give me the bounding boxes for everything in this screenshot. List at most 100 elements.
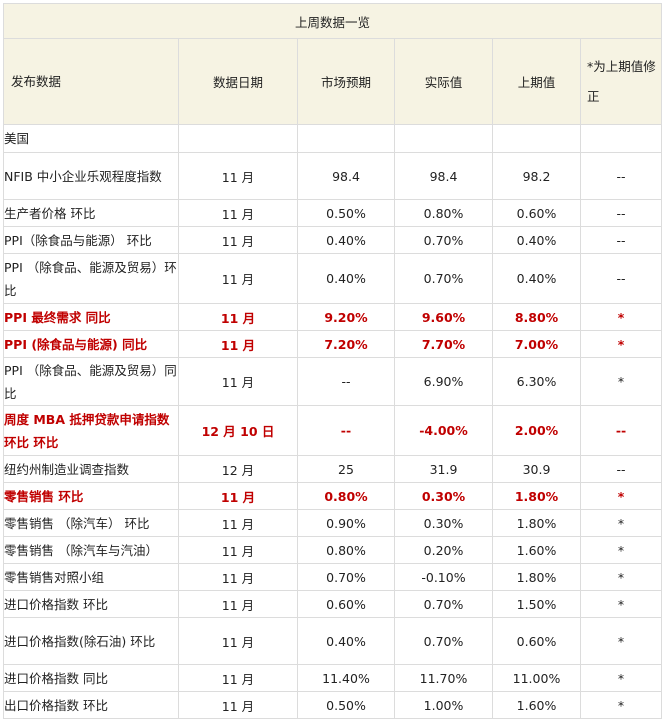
- row-revised: --: [579, 253, 663, 304]
- table-row: PPI （除食品、能源及贸易）环比 11 月 0.40% 0.70% 0.40% --: [3, 253, 663, 304]
- row-actual: 0.70%: [394, 253, 493, 304]
- table-row: 生产者价格 环比 11 月 0.50% 0.80% 0.60% --: [3, 199, 663, 227]
- table-row: PPI (除食品与能源) 同比 11 月 7.20% 7.70% 7.00% *: [3, 330, 663, 358]
- table-row: PPI（除食品与能源） 环比 11 月 0.40% 0.70% 0.40% --: [3, 226, 663, 254]
- header-actual: 实际值: [394, 38, 493, 125]
- row-forecast: 0.50%: [297, 199, 395, 227]
- row-forecast: 0.70%: [297, 563, 395, 591]
- row-date: 11 月: [178, 152, 298, 200]
- row-forecast: 0.40%: [297, 617, 395, 665]
- row-previous: 1.80%: [492, 563, 581, 591]
- row-date: 11 月: [178, 590, 298, 618]
- row-date: 11 月: [178, 253, 298, 304]
- row-date: 11 月: [178, 226, 298, 254]
- row-forecast: --: [297, 357, 395, 406]
- row-name: 零售销售 （除汽车） 环比: [3, 509, 179, 537]
- row-actual: 0.70%: [394, 590, 493, 618]
- row-date: 12 月 10 日: [178, 405, 298, 456]
- row-previous: 1.80%: [492, 482, 581, 510]
- row-forecast: 0.40%: [297, 253, 395, 304]
- row-forecast: 0.40%: [297, 226, 395, 254]
- row-revised: --: [579, 226, 663, 254]
- row-revised: --: [579, 405, 663, 456]
- row-date: 11 月: [178, 303, 298, 331]
- row-date: 11 月: [178, 563, 298, 591]
- region-row: 美国: [3, 124, 663, 153]
- row-actual: -4.00%: [394, 405, 493, 456]
- table-title: 上周数据一览: [2, 3, 663, 39]
- row-actual: 0.20%: [394, 536, 493, 564]
- row-actual: 0.30%: [394, 482, 493, 510]
- row-revised: *: [579, 563, 663, 591]
- row-actual: 31.9: [394, 455, 493, 483]
- row-forecast: 98.4: [297, 152, 395, 200]
- table-row: PPI （除食品、能源及贸易）同比 11 月 -- 6.90% 6.30% *: [3, 357, 663, 406]
- row-revised: *: [579, 590, 663, 618]
- table-row: 出口价格指数 环比 11 月 0.50% 1.00% 1.60% *: [3, 691, 663, 719]
- row-actual: 6.90%: [394, 357, 493, 406]
- row-previous: 0.60%: [492, 617, 581, 665]
- row-revised: *: [579, 482, 663, 510]
- row-name: PPI（除食品与能源） 环比: [3, 226, 179, 254]
- row-revised: *: [579, 536, 663, 564]
- header-previous: 上期值: [492, 38, 581, 125]
- table-row: 进口价格指数 环比 11 月 0.60% 0.70% 1.50% *: [3, 590, 663, 618]
- table-row: 零售销售 （除汽车） 环比 11 月 0.90% 0.30% 1.80% *: [3, 509, 663, 537]
- table-row: NFIB 中小企业乐观程度指数 11 月 98.4 98.4 98.2 --: [3, 152, 663, 200]
- row-forecast: 0.80%: [297, 482, 395, 510]
- table-row: 进口价格指数 同比 11 月 11.40% 11.70% 11.00% *: [3, 664, 663, 692]
- row-name: 生产者价格 环比: [3, 199, 179, 227]
- table-row: 零售销售对照小组 11 月 0.70% -0.10% 1.80% *: [3, 563, 663, 591]
- row-actual: 1.00%: [394, 691, 493, 719]
- table-row: 周度 MBA 抵押贷款申请指数 环比 环比 12 月 10 日 -- -4.00% 2.…: [3, 405, 663, 456]
- row-forecast: --: [297, 405, 395, 456]
- row-date: 11 月: [178, 482, 298, 510]
- row-previous: 6.30%: [492, 357, 581, 406]
- row-name: 零售销售 环比: [3, 482, 179, 510]
- header-date: 数据日期: [178, 38, 298, 125]
- row-previous: 11.00%: [492, 664, 581, 692]
- row-date: 11 月: [178, 199, 298, 227]
- row-previous: 1.80%: [492, 509, 581, 537]
- row-date: 12 月: [178, 455, 298, 483]
- row-name: PPI （除食品、能源及贸易）同比: [3, 357, 179, 406]
- table-row: 零售销售 环比 11 月 0.80% 0.30% 1.80% *: [3, 482, 663, 510]
- row-revised: *: [579, 664, 663, 692]
- row-actual: 9.60%: [394, 303, 493, 331]
- row-forecast: 9.20%: [297, 303, 395, 331]
- row-revised: --: [579, 152, 663, 200]
- table-title-row: 上周数据一览: [2, 3, 663, 39]
- row-name: PPI （除食品、能源及贸易）环比: [3, 253, 179, 304]
- row-name: 进口价格指数(除石油) 环比: [3, 617, 179, 665]
- row-previous: 0.40%: [492, 226, 581, 254]
- row-name: 纽约州制造业调查指数: [3, 455, 179, 483]
- row-actual: 7.70%: [394, 330, 493, 358]
- row-name: 零售销售对照小组: [3, 563, 179, 591]
- row-forecast: 7.20%: [297, 330, 395, 358]
- row-date: 11 月: [178, 357, 298, 406]
- row-forecast: 0.50%: [297, 691, 395, 719]
- row-revised: *: [579, 357, 663, 406]
- row-revised: *: [579, 617, 663, 665]
- table-row: 进口价格指数(除石油) 环比 11 月 0.40% 0.70% 0.60% *: [3, 617, 663, 665]
- row-revised: *: [579, 691, 663, 719]
- row-previous: 2.00%: [492, 405, 581, 456]
- row-date: 11 月: [178, 536, 298, 564]
- row-name: 进口价格指数 同比: [3, 664, 179, 692]
- row-revised: --: [579, 199, 663, 227]
- table-row: PPI 最终需求 同比 11 月 9.20% 9.60% 8.80% *: [3, 303, 663, 331]
- row-date: 11 月: [178, 330, 298, 358]
- row-forecast: 0.80%: [297, 536, 395, 564]
- row-date: 11 月: [178, 691, 298, 719]
- row-revised: --: [579, 455, 663, 483]
- row-revised: *: [579, 509, 663, 537]
- row-previous: 0.40%: [492, 253, 581, 304]
- row-previous: 1.60%: [492, 536, 581, 564]
- row-forecast: 0.90%: [297, 509, 395, 537]
- row-forecast: 25: [297, 455, 395, 483]
- row-previous: 1.60%: [492, 691, 581, 719]
- row-revised: *: [579, 303, 663, 331]
- row-date: 11 月: [178, 617, 298, 665]
- header-forecast: 市场预期: [297, 38, 395, 125]
- row-actual: 0.70%: [394, 226, 493, 254]
